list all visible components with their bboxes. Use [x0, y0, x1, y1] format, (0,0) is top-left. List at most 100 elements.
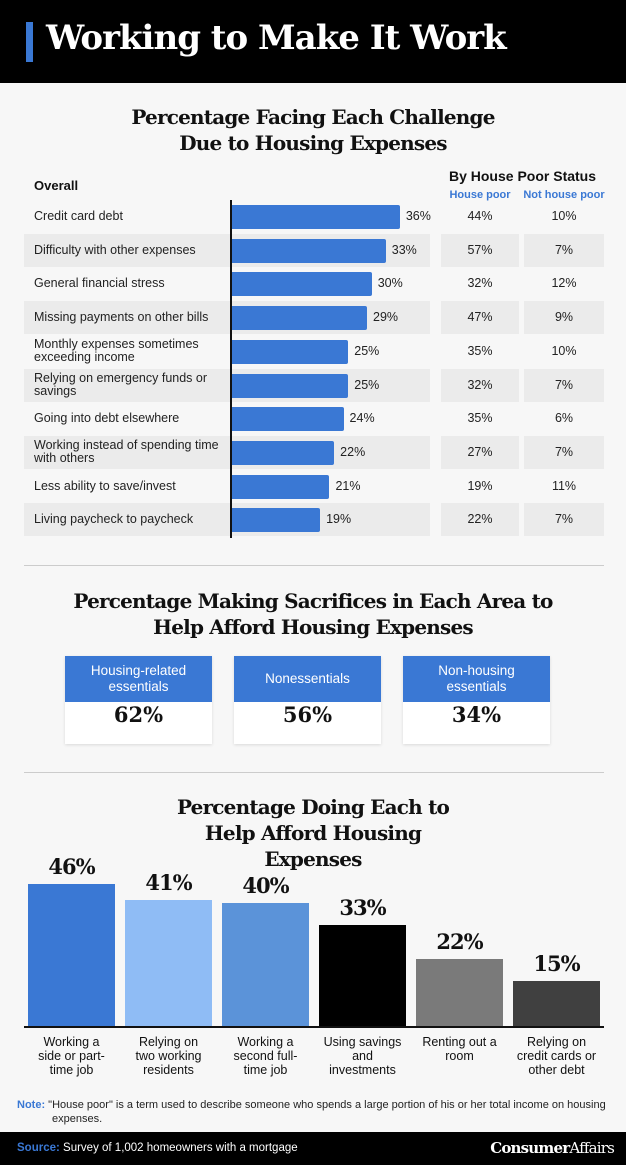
not-house-poor-value: 7% [554, 512, 574, 527]
not-house-poor-value: 11% [551, 478, 577, 493]
bar-value: 33% [339, 894, 386, 920]
bar-value: 36% [405, 209, 431, 223]
table-row: Less ability to save/invest 21% 19% 11% [24, 470, 604, 503]
bar [231, 373, 349, 398]
bar-value: 29% [373, 310, 399, 325]
bar [231, 407, 344, 432]
overall-label: Overall [34, 178, 79, 193]
note-label: Note: [17, 1099, 46, 1111]
house-poor-value: 47% [467, 310, 493, 325]
table-row: Difficulty with other expenses 33% 57% 7% [24, 233, 604, 267]
accent-bar [26, 22, 33, 62]
note: Note: "House poor" is a term used to des… [17, 1098, 617, 1126]
table-row: General financial stress 30% 32% 12% [24, 267, 604, 300]
source-label: Source: [17, 1142, 60, 1154]
bar [231, 205, 400, 229]
house-poor-value: 32% [467, 377, 493, 392]
bar-label: Relying on credit cards or other debt [516, 1035, 597, 1077]
bar [28, 884, 115, 1027]
cell-shade [441, 435, 519, 469]
house-poor-value: 35% [467, 343, 493, 358]
sacrifice-card: Nonessentials 56% [234, 656, 381, 744]
card-value: 62% [113, 702, 164, 727]
row-label: Missing payments on other bills [34, 310, 209, 325]
row-label: Difficulty with other expenses [34, 242, 196, 257]
card-label-text: Non-housing essentials [438, 663, 515, 694]
cell-shade [524, 368, 604, 402]
cell-shade [441, 368, 519, 402]
bar [319, 924, 406, 1027]
bar-label: Working a second full-time job [233, 1035, 298, 1077]
row-label: Going into debt elsewhere [34, 411, 180, 426]
house-poor-value: 35% [467, 411, 493, 426]
not-house-poor-value: 7% [554, 377, 574, 392]
bar-value: 33% [391, 242, 417, 257]
bar-value: 22% [436, 928, 483, 954]
bar-value: 24% [349, 411, 375, 426]
col-not-house-poor: Not house poor [523, 189, 605, 201]
bar [231, 272, 372, 297]
table-row: Going into debt elsewhere 24% 35% 6% [24, 402, 604, 435]
divider [24, 772, 604, 773]
not-house-poor-value: 10% [551, 343, 577, 358]
chart1-title: Percentage Facing Each Challenge Due to … [131, 105, 495, 155]
bar-value: 21% [335, 478, 361, 493]
col-house-poor: House poor [449, 189, 511, 201]
row-shade [24, 503, 430, 537]
bar [231, 440, 335, 465]
cell-shade [441, 503, 519, 537]
bar-label: Relying on two working residents [135, 1035, 202, 1077]
card-value: 56% [282, 702, 333, 727]
sacrifice-card: Housing-related essentials 62% [65, 656, 212, 744]
not-house-poor-value: 7% [554, 242, 574, 257]
divider [24, 565, 604, 566]
house-poor-value: 32% [467, 276, 493, 291]
not-house-poor-value: 7% [554, 444, 574, 459]
card-label-text: Housing-related essentials [90, 663, 187, 694]
cell-shade [524, 233, 604, 267]
card-label: Housing-related essentials [65, 656, 212, 702]
not-house-poor-value: 12% [551, 276, 577, 291]
bar [231, 508, 321, 533]
card-value: 34% [451, 702, 502, 727]
house-poor-value: 44% [467, 209, 493, 223]
row-label: Credit card debt [34, 209, 123, 223]
table-row: Monthly expenses sometimes exceeding inc… [24, 335, 604, 368]
header: Working to Make It Work [0, 0, 626, 83]
chart3-title: Percentage Doing Each to Help Afford Hou… [176, 795, 450, 871]
note-text: "House poor" is a term used to describe … [48, 1099, 606, 1125]
cell-shade [524, 301, 604, 335]
house-poor-value: 27% [467, 444, 493, 459]
cell-shade [441, 233, 519, 267]
axis-line [230, 200, 232, 538]
source-text: Survey of 1,002 homeowners with a mortga… [63, 1142, 298, 1154]
cell-shade [524, 503, 604, 537]
sacrifice-card: Non-housing essentials 34% [403, 656, 550, 744]
bar-value: 15% [533, 950, 580, 976]
cell-shade [524, 435, 604, 469]
table-row: Living paycheck to paycheck 19% 22% 7% [24, 503, 604, 537]
bar [222, 903, 309, 1027]
bar-value: 25% [354, 377, 380, 392]
row-label: Living paycheck to paycheck [34, 512, 194, 527]
bar [231, 339, 349, 364]
card-label-text: Nonessentials [265, 671, 350, 686]
house-poor-value: 22% [467, 512, 493, 527]
chart2-title: Percentage Making Sacrifices in Each Are… [73, 589, 553, 639]
table-row: Missing payments on other bills 29% 47% 9% [24, 301, 604, 335]
page-title: Working to Make It Work [46, 18, 507, 58]
row-label: Relying on emergency funds or savings [34, 371, 208, 398]
bar-value: 40% [242, 873, 289, 898]
table-row: Relying on emergency funds or savings 25%… [24, 368, 604, 402]
baseline [24, 1026, 604, 1028]
bar [231, 306, 367, 331]
row-label: Less ability to save/invest [34, 478, 176, 493]
bar [125, 899, 212, 1027]
not-house-poor-value: 10% [551, 209, 577, 223]
footer: Source: Survey of 1,002 homeowners with … [0, 1132, 626, 1165]
table-header: By House Poor Status [448, 168, 597, 184]
row-label: Monthly expenses sometimes exceeding inc… [34, 337, 199, 365]
bar-value: 41% [145, 869, 192, 895]
card-label: Non-housing essentials [403, 656, 550, 702]
row-label: Working instead of spending time with ot… [34, 438, 219, 466]
